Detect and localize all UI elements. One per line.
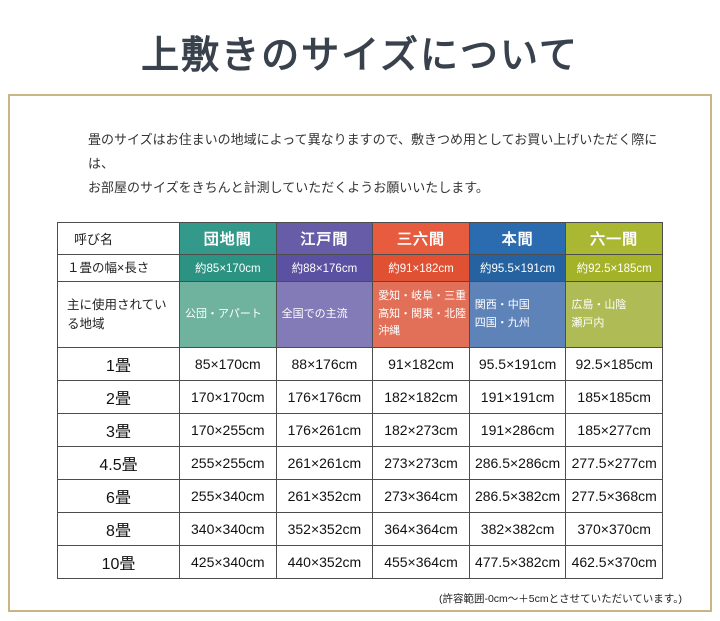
regions-cell: 全国での主流 bbox=[275, 281, 374, 349]
size-value-cell: 176×261cm bbox=[275, 413, 374, 448]
table-header-row: 呼び名 団地間 江戸間 三六間 本間 六一間 bbox=[57, 222, 663, 256]
regions-cell: 愛知・岐阜・三重 高知・関東・北陸 沖縄 bbox=[372, 281, 470, 349]
size-value-cell: 191×191cm bbox=[468, 380, 567, 415]
size-value-cell: 352×352cm bbox=[275, 512, 374, 547]
size-table: 呼び名 団地間 江戸間 三六間 本間 六一間 １畳の幅×長さ 約85×170cm… bbox=[57, 222, 663, 580]
mat-count-label: 8畳 bbox=[57, 512, 180, 547]
size-value-cell: 92.5×185cm bbox=[565, 347, 663, 382]
size-value-cell: 88×176cm bbox=[275, 347, 374, 382]
column-header-danchima: 団地間 bbox=[179, 222, 277, 256]
size-value-cell: 382×382cm bbox=[468, 512, 567, 547]
size-value-cell: 182×273cm bbox=[372, 413, 470, 448]
mat-count-label: 1畳 bbox=[57, 347, 180, 382]
size-value-cell: 170×255cm bbox=[179, 413, 277, 448]
mat-count-label: 10畳 bbox=[57, 545, 180, 580]
size-value-cell: 255×255cm bbox=[179, 446, 277, 481]
region-line: 関西・中国 bbox=[474, 299, 530, 312]
size-value-cell: 95.5×191cm bbox=[468, 347, 567, 382]
table-row: 8畳 340×340cm 352×352cm 364×364cm 382×382… bbox=[57, 512, 663, 547]
regions-cell: 広島・山陰 瀬戸内 bbox=[565, 281, 663, 349]
table-row: 1畳 85×170cm 88×176cm 91×182cm 95.5×191cm… bbox=[57, 347, 663, 382]
column-header-edoma: 江戸間 bbox=[275, 222, 374, 256]
region-line: 全国での主流 bbox=[281, 307, 348, 320]
intro-line-2: お部屋のサイズをきちんと計測していただくようお願いいたします。 bbox=[88, 180, 489, 196]
column-header-honma: 本間 bbox=[468, 222, 567, 256]
table-row: 2畳 170×170cm 176×176cm 182×182cm 191×191… bbox=[57, 380, 663, 415]
size-value-cell: 273×364cm bbox=[372, 479, 470, 514]
size-value-cell: 261×352cm bbox=[275, 479, 374, 514]
one-mat-size-cell: 約88×176cm bbox=[275, 254, 374, 283]
column-header-rokuichima: 六一間 bbox=[565, 222, 663, 256]
size-value-cell: 273×273cm bbox=[372, 446, 470, 481]
mat-count-label: 3畳 bbox=[57, 413, 180, 448]
column-header-saburokuma: 三六間 bbox=[372, 222, 470, 256]
region-line: 沖縄 bbox=[378, 325, 401, 338]
region-line: 広島・山陰 bbox=[571, 299, 627, 312]
regions-cell: 公団・アパート bbox=[179, 281, 277, 349]
one-mat-size-cell: 約85×170cm bbox=[179, 254, 277, 283]
size-value-cell: 185×277cm bbox=[565, 413, 663, 448]
size-value-cell: 182×182cm bbox=[372, 380, 470, 415]
region-line: 四国・九州 bbox=[474, 316, 530, 329]
size-value-cell: 277.5×277cm bbox=[565, 446, 663, 481]
size-value-cell: 477.5×382cm bbox=[468, 545, 567, 580]
tolerance-note: (許容範囲-0cm～＋5cmとさせていただいています。) bbox=[438, 593, 682, 606]
one-mat-size-row: １畳の幅×長さ 約85×170cm 約88×176cm 約91×182cm 約9… bbox=[57, 254, 663, 283]
page-title: 上敷きのサイズについて bbox=[141, 35, 579, 77]
size-value-cell: 425×340cm bbox=[179, 545, 277, 580]
size-value-cell: 191×286cm bbox=[468, 413, 567, 448]
one-mat-size-cell: 約95.5×191cm bbox=[468, 254, 567, 283]
size-value-cell: 85×170cm bbox=[179, 347, 277, 382]
size-value-cell: 255×340cm bbox=[179, 479, 277, 514]
one-mat-size-cell: 約91×182cm bbox=[372, 254, 470, 283]
regions-cell: 関西・中国 四国・九州 bbox=[468, 281, 567, 349]
size-value-cell: 277.5×368cm bbox=[565, 479, 663, 514]
size-value-cell: 440×352cm bbox=[275, 545, 374, 580]
size-value-cell: 170×170cm bbox=[179, 380, 277, 415]
size-value-cell: 261×261cm bbox=[275, 446, 374, 481]
size-value-cell: 455×364cm bbox=[372, 545, 470, 580]
region-line: 公団・アパート bbox=[185, 307, 262, 320]
table-row: 3畳 170×255cm 176×261cm 182×273cm 191×286… bbox=[57, 413, 663, 448]
size-value-cell: 340×340cm bbox=[179, 512, 277, 547]
mat-count-label: 2畳 bbox=[57, 380, 180, 415]
mat-count-label: 6畳 bbox=[57, 479, 180, 514]
size-value-cell: 176×176cm bbox=[275, 380, 374, 415]
row-label-one-mat-size: １畳の幅×長さ bbox=[57, 254, 180, 283]
size-value-cell: 370×370cm bbox=[565, 512, 663, 547]
size-value-cell: 364×364cm bbox=[372, 512, 470, 547]
table-row: 10畳 425×340cm 440×352cm 455×364cm 477.5×… bbox=[57, 545, 663, 580]
table-row: 6畳 255×340cm 261×352cm 273×364cm 286.5×3… bbox=[57, 479, 663, 514]
size-value-cell: 462.5×370cm bbox=[565, 545, 663, 580]
size-value-cell: 286.5×286cm bbox=[468, 446, 567, 481]
size-value-cell: 286.5×382cm bbox=[468, 479, 567, 514]
table-row: 4.5畳 255×255cm 261×261cm 273×273cm 286.5… bbox=[57, 446, 663, 481]
mat-count-label: 4.5畳 bbox=[57, 446, 180, 481]
column-header-name: 呼び名 bbox=[57, 222, 180, 256]
region-line: 瀬戸内 bbox=[571, 316, 605, 329]
content-frame: 畳のサイズはお住まいの地域によって異なりますので、敷きつめ用としてお買い上げいた… bbox=[8, 94, 712, 612]
size-value-cell: 185×185cm bbox=[565, 380, 663, 415]
region-line: 愛知・岐阜・三重 bbox=[378, 290, 467, 303]
row-label-regions: 主に使用されている地域 bbox=[57, 281, 180, 349]
region-line: 高知・関東・北陸 bbox=[378, 307, 467, 320]
one-mat-size-cell: 約92.5×185cm bbox=[565, 254, 663, 283]
size-value-cell: 91×182cm bbox=[372, 347, 470, 382]
intro-line-1: 畳のサイズはお住まいの地域によって異なりますので、敷きつめ用としてお買い上げいた… bbox=[88, 132, 658, 172]
regions-row: 主に使用されている地域 公団・アパート 全国での主流 愛知・岐阜・三重 高知・関… bbox=[57, 281, 663, 349]
intro-text: 畳のサイズはお住まいの地域によって異なりますので、敷きつめ用としてお買い上げいた… bbox=[10, 128, 710, 200]
